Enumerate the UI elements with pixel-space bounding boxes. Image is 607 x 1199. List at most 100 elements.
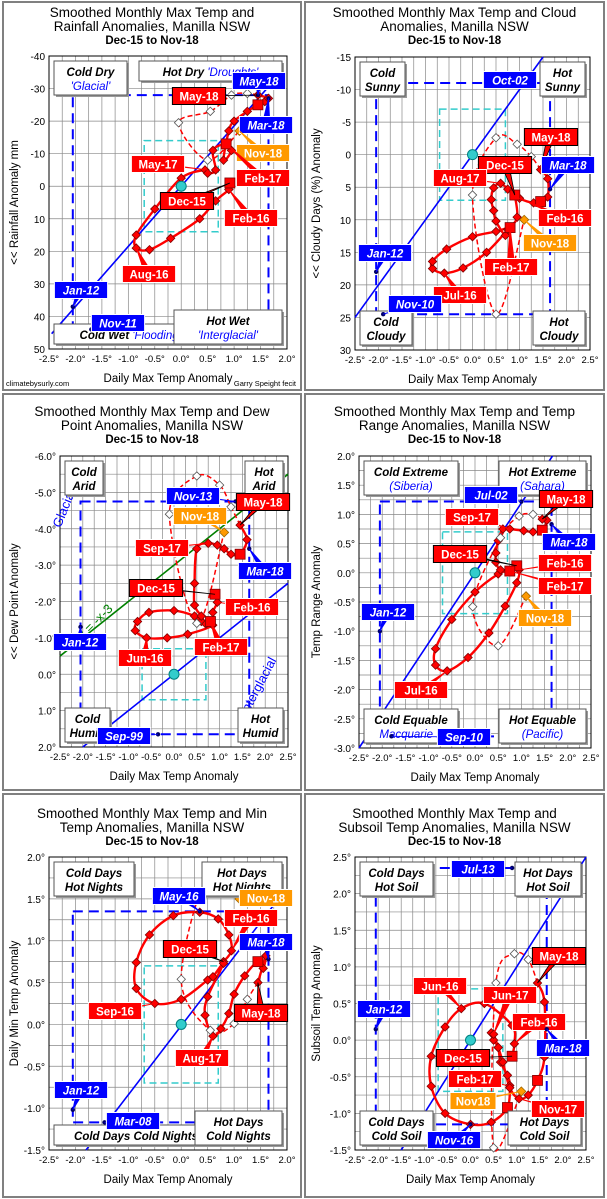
x-tick-label: 1.5° (531, 1155, 548, 1166)
callout-box (360, 603, 416, 621)
series-point (168, 910, 179, 921)
series-point (500, 601, 510, 611)
quadrant-label-text: Hot (251, 714, 271, 726)
origin-marker (469, 567, 481, 579)
callout-series: Sep-17 (134, 539, 209, 557)
quadrant-label-line: Sunny (365, 82, 401, 94)
callout-label: Dec-15 (168, 197, 206, 209)
quadrant-label-line: Hot (549, 317, 569, 329)
callout-box (223, 209, 279, 227)
callout-box (231, 72, 287, 90)
origin-marker (168, 668, 180, 680)
callout-box (387, 295, 443, 313)
quadrant-label-br: Hot Humid (237, 707, 285, 744)
callout-extreme: Mar-18 (535, 1026, 591, 1057)
x-tick-label: -1.0° (415, 355, 435, 366)
callout-box (449, 1092, 497, 1110)
y-tick-label: 50 (34, 345, 46, 356)
callout-label: Feb-16 (546, 214, 583, 226)
x-tick-label: -1.0° (118, 1155, 138, 1166)
callout-series: Feb-16 (223, 189, 279, 227)
chart-title-line: Smoothed Monthly Max Temp and Temp (334, 404, 575, 419)
y-tick-label: 1.5° (27, 895, 45, 906)
y-tick-label: -2.5° (334, 715, 355, 726)
callout-box (235, 169, 291, 187)
quadrant-label-line: Cold Equable (374, 715, 448, 727)
quadrant-label-line: Hot Nights (65, 882, 123, 894)
y-tick-label: -2.0° (334, 686, 355, 697)
callout-series: Feb-17 (483, 227, 539, 276)
x-tick-label: -2.5° (50, 752, 70, 763)
callout-label: Feb-16 (520, 1018, 557, 1030)
y-tick-label: 1.0° (38, 707, 56, 718)
x-tick-label: 2.0° (257, 752, 274, 763)
callout-label: May-17 (139, 160, 178, 172)
quadrant-label-text: Hot Equable (509, 715, 577, 727)
x-tick-label: 1.5° (234, 752, 251, 763)
x-axis-label: Daily Max Temp Anomaly (411, 772, 540, 784)
series-point (176, 994, 186, 1005)
callout-label: Sep-99 (105, 732, 143, 744)
callout-extreme: Jul-13 (450, 860, 515, 878)
callout-extreme: Jul-02 (463, 486, 524, 504)
quadrant-label-tl: Cold Dry 'Glacial' (53, 60, 129, 97)
x-tick-label: 2.0° (554, 1155, 571, 1166)
callout-label: Dec-15 (137, 584, 175, 596)
x-axis-label: Daily Max Temp Anomaly (110, 771, 239, 783)
quadrant-label-tr: Hot Days Hot Soil (514, 861, 583, 898)
y-axis-label: Subsoil Temp Anomaly (311, 945, 323, 1061)
series-point (458, 263, 468, 273)
callout-label: Dec-15 (441, 550, 479, 562)
callout-label: Mar-18 (246, 567, 284, 579)
callout-box (537, 577, 593, 595)
callout-label: Jul-13 (461, 865, 495, 877)
recent-point (528, 509, 538, 520)
recent-point (514, 511, 524, 521)
origin-marker (175, 180, 187, 192)
callout-label: Mar-18 (247, 938, 285, 950)
quadrant-label-br: Hot Days Cold Soil (507, 1110, 583, 1147)
callout-box (540, 156, 596, 174)
callout-extreme: Nov-13 (165, 487, 238, 505)
callout-series: Dec-15 (477, 156, 533, 196)
series-point (493, 1042, 503, 1053)
callout-label: Feb-17 (202, 643, 239, 655)
quadrant-label-text: Arid (252, 481, 277, 493)
callout-label: Nov-18 (526, 614, 565, 626)
y-tick-label: 0.0° (337, 569, 355, 580)
quadrant-label-line: Cold (71, 467, 98, 479)
callout-label: Jul-16 (404, 686, 437, 698)
callout-series: Dec-15 (432, 545, 517, 567)
chart-title-line: Rainfall Anomalies, Manilla NSW (54, 19, 251, 34)
series-point (426, 1081, 436, 1092)
callout-label: May-18 (180, 92, 220, 104)
quadrant-label-line: (Siberia) (389, 481, 433, 493)
quadrant-label-box (237, 707, 284, 743)
callout-label: Jul-02 (474, 491, 508, 503)
y-tick-label: -10 (337, 86, 352, 97)
callout-series: Jul-16 (393, 670, 449, 699)
callout-box (52, 633, 108, 651)
recent-point (226, 502, 236, 512)
quadrant-label-box (514, 861, 582, 897)
callout-extreme: Jan-12 (53, 281, 109, 309)
x-tick-label: -1.5° (96, 752, 116, 763)
quadrant-label-bl: Cold Equable Macquarie I. (363, 708, 460, 745)
series-point (488, 205, 499, 216)
callout-series: Dec-15 (128, 579, 216, 597)
callout-series: May-17 (130, 155, 208, 173)
recent-point (173, 117, 184, 128)
series-point (242, 106, 253, 117)
quadrant-label-line: Cold Days Cold Nights (74, 1131, 198, 1143)
callout-box (105, 1112, 161, 1130)
callout-box (444, 508, 500, 526)
series-point (467, 231, 478, 242)
quadrant-label-text: Cloudy (540, 331, 580, 343)
callout-box (412, 977, 468, 995)
callout-series: Feb-17 (447, 1070, 508, 1088)
callout-series: May-18 (235, 493, 291, 526)
